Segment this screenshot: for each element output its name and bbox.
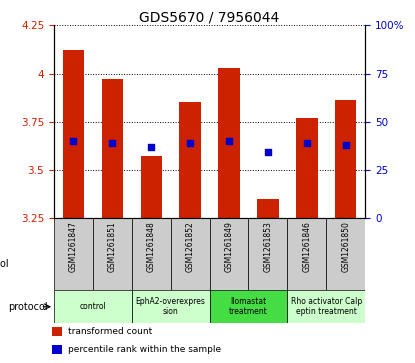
Point — [109, 140, 116, 146]
Bar — [296, 118, 317, 218]
Text: protocol: protocol — [0, 259, 8, 269]
Text: control: control — [80, 302, 106, 311]
Point — [342, 142, 349, 148]
Point — [187, 140, 193, 146]
Text: GSM1261851: GSM1261851 — [108, 221, 117, 272]
Bar — [102, 79, 123, 218]
Bar — [335, 101, 356, 218]
Text: GSM1261846: GSM1261846 — [303, 221, 311, 272]
Bar — [287, 218, 326, 290]
Bar — [287, 290, 365, 323]
Text: GSM1261852: GSM1261852 — [186, 221, 195, 272]
Bar — [54, 218, 93, 290]
Bar — [210, 290, 287, 323]
Bar — [52, 327, 62, 336]
Bar — [257, 199, 278, 218]
Bar — [179, 102, 201, 218]
Text: transformed count: transformed count — [68, 327, 152, 336]
Text: GSM1261848: GSM1261848 — [147, 221, 156, 272]
Text: protocol: protocol — [8, 302, 48, 312]
Text: EphA2-overexpres
sion: EphA2-overexpres sion — [136, 297, 205, 316]
Bar — [249, 218, 287, 290]
Title: GDS5670 / 7956044: GDS5670 / 7956044 — [139, 10, 280, 24]
Bar — [218, 68, 240, 218]
Bar — [141, 156, 162, 218]
Bar — [54, 290, 132, 323]
Bar — [63, 50, 84, 218]
Text: GSM1261849: GSM1261849 — [225, 221, 234, 272]
Bar — [326, 218, 365, 290]
Text: Rho activator Calp
eptin treatment: Rho activator Calp eptin treatment — [290, 297, 362, 316]
Bar — [132, 218, 171, 290]
Text: GSM1261853: GSM1261853 — [264, 221, 272, 272]
Point — [303, 140, 310, 146]
Text: GSM1261847: GSM1261847 — [69, 221, 78, 272]
Point — [148, 144, 154, 150]
Point — [70, 138, 77, 144]
Point — [265, 150, 271, 155]
Text: Ilomastat
treatment: Ilomastat treatment — [229, 297, 268, 316]
Text: GSM1261850: GSM1261850 — [341, 221, 350, 272]
Text: percentile rank within the sample: percentile rank within the sample — [68, 345, 221, 354]
Point — [226, 138, 232, 144]
Bar — [171, 218, 210, 290]
Bar — [132, 290, 210, 323]
Bar — [210, 218, 249, 290]
Bar — [52, 345, 62, 354]
Bar — [93, 218, 132, 290]
